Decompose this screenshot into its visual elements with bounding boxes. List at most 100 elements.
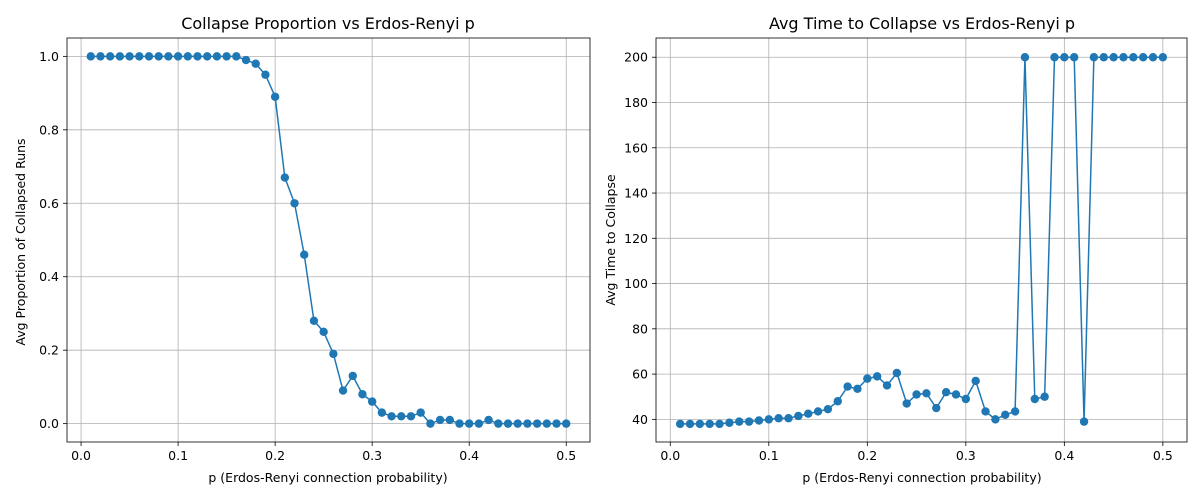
data-point xyxy=(961,394,971,404)
data-point xyxy=(115,52,125,61)
data-point xyxy=(183,52,193,61)
data-point xyxy=(270,92,280,101)
y-tick-label: 160 xyxy=(624,140,648,155)
data-point xyxy=(1010,407,1020,416)
data-point xyxy=(329,349,338,359)
x-tick-label: 0.3 xyxy=(956,448,976,463)
data-point xyxy=(96,52,105,61)
data-point xyxy=(941,388,951,397)
data-point xyxy=(164,52,173,61)
data-point xyxy=(397,412,406,421)
plot-area: 0.0 0.1 0.2 0.3 0.4 0.5 40 60 80 100 120 140 160 180 2… xyxy=(624,37,1188,463)
chart-title: Avg Time to Collapse vs Erdos-Renyi p xyxy=(769,14,1075,33)
plot-area: 0.0 0.1 0.2 0.3 0.4 0.5 0.0 0.2 0.4 0.6 0.8 1.0 xyxy=(39,37,591,463)
data-point xyxy=(377,408,387,417)
data-point xyxy=(445,415,454,425)
y-tick-label: 0.6 xyxy=(39,196,59,211)
data-point xyxy=(1020,53,1030,62)
data-point xyxy=(513,419,522,428)
x-tick-label: 0.5 xyxy=(556,448,576,463)
data-point xyxy=(971,376,980,386)
data-point xyxy=(426,419,435,428)
y-tick-label: 80 xyxy=(632,321,648,336)
x-tick-label: 0.0 xyxy=(660,448,680,463)
data-point xyxy=(193,52,202,61)
data-point xyxy=(1158,53,1168,62)
data-point xyxy=(1089,53,1099,62)
data-point xyxy=(251,59,260,68)
data-point xyxy=(754,416,764,425)
x-tick-label: 0.4 xyxy=(1054,448,1074,463)
x-tick-label: 0.5 xyxy=(1153,448,1173,463)
y-tick-label: 40 xyxy=(632,412,648,427)
data-point xyxy=(675,419,685,429)
data-point xyxy=(1069,53,1079,62)
data-point xyxy=(725,418,734,427)
data-point xyxy=(744,417,754,426)
data-point xyxy=(416,408,425,417)
y-tick-label: 200 xyxy=(624,50,648,65)
data-point xyxy=(1099,53,1108,62)
data-point xyxy=(309,316,319,325)
plot-frame xyxy=(66,37,591,443)
data-point xyxy=(338,386,348,395)
data-point xyxy=(981,407,990,416)
data-point xyxy=(922,389,931,398)
data-point xyxy=(882,381,892,390)
data-point xyxy=(804,409,813,418)
data-point xyxy=(1030,394,1039,404)
data-point xyxy=(552,419,561,428)
data-point xyxy=(1129,53,1138,62)
data-point xyxy=(203,52,212,61)
data-point xyxy=(503,419,513,428)
data-point xyxy=(484,415,493,425)
data-point xyxy=(892,368,902,378)
data-point xyxy=(991,415,1000,424)
data-point xyxy=(784,414,793,423)
y-tick-label: 100 xyxy=(624,276,648,291)
data-point xyxy=(833,397,842,406)
data-point xyxy=(144,52,154,61)
x-tick-label: 0.2 xyxy=(857,448,877,463)
data-point xyxy=(853,384,862,394)
data-point xyxy=(1138,53,1148,62)
y-tick-label: 0.2 xyxy=(39,343,59,358)
y-tick-label: 120 xyxy=(624,231,648,246)
data-point xyxy=(1079,417,1089,426)
data-point xyxy=(280,173,290,182)
data-point xyxy=(406,412,416,421)
data-point xyxy=(902,399,911,408)
data-point xyxy=(1040,392,1049,401)
x-tick-label: 0.1 xyxy=(759,448,779,463)
y-axis-label: Avg Proportion of Collapsed Runs xyxy=(13,138,28,345)
data-point xyxy=(843,382,852,391)
data-point xyxy=(464,419,474,428)
y-axis-label: Avg Time to Collapse xyxy=(603,174,618,306)
data-point xyxy=(1050,53,1059,62)
data-point xyxy=(1148,53,1158,62)
plot-frame xyxy=(655,37,1188,443)
collapse-proportion-chart: Collapse Proportion vs Erdos-Renyi p p (… xyxy=(13,14,591,485)
data-point xyxy=(261,70,270,79)
data-point xyxy=(813,407,823,416)
data-point xyxy=(823,404,833,414)
data-point xyxy=(455,419,464,428)
data-point xyxy=(367,397,377,406)
data-point xyxy=(86,52,95,61)
data-point xyxy=(685,419,695,429)
data-point xyxy=(562,419,571,428)
data-point xyxy=(290,199,299,208)
data-point xyxy=(1001,410,1010,420)
data-point xyxy=(319,327,328,337)
data-point xyxy=(154,52,163,61)
data-point xyxy=(241,55,251,65)
data-point xyxy=(705,419,714,429)
y-tick-label: 0.8 xyxy=(39,122,59,137)
y-tick-label: 1.0 xyxy=(39,49,59,64)
data-point xyxy=(794,411,803,421)
x-tick-label: 0.0 xyxy=(71,448,91,463)
data-point xyxy=(135,52,144,61)
data-point xyxy=(532,419,542,428)
data-point xyxy=(348,371,357,381)
